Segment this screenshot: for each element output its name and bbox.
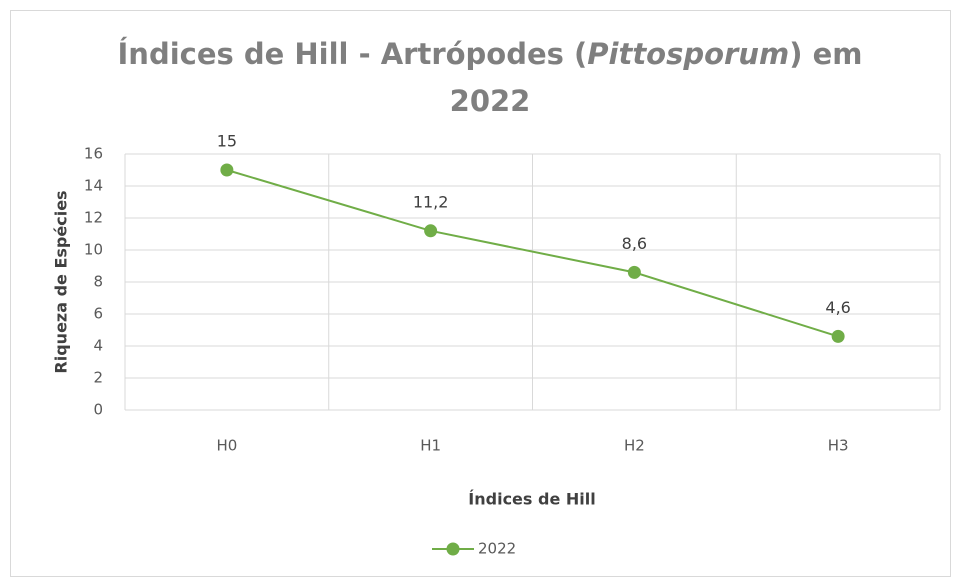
y-tick-label: 4	[93, 337, 103, 355]
data-label: 8,6	[622, 234, 647, 253]
series-line	[226, 169, 839, 338]
y-tick-label: 8	[93, 273, 103, 291]
y-tick-label: 12	[84, 209, 103, 227]
y-tick-label: 2	[93, 369, 103, 387]
y-tick-label: 14	[84, 177, 103, 195]
data-label: 11,2	[413, 192, 449, 211]
point	[627, 265, 641, 279]
title-part: Índices de Hill - Artrópodes (	[118, 37, 588, 71]
chart-frame	[10, 10, 951, 577]
chart-title: Índices de Hill - Artrópodes (Pittosporu…	[118, 37, 863, 71]
x-tick-label: H0	[216, 437, 237, 455]
y-tick-label: 6	[93, 305, 103, 323]
x-tick-label: H3	[828, 437, 849, 455]
point	[831, 329, 845, 343]
chart-title: 2022	[450, 84, 531, 118]
legend-label: 2022	[478, 540, 516, 558]
legend-marker	[446, 542, 460, 556]
x-axis-label: Índices de Hill	[468, 490, 595, 509]
title-part: Pittosporum	[587, 37, 789, 71]
data-label: 15	[217, 132, 237, 151]
y-tick-label: 0	[93, 401, 103, 419]
y-tick-label: 16	[84, 145, 103, 163]
x-tick-label: H1	[420, 437, 441, 455]
y-axis-label: Riqueza de Espécies	[52, 190, 71, 373]
data-label: 4,6	[825, 298, 850, 317]
point	[220, 163, 234, 177]
x-tick-label: H2	[624, 437, 645, 455]
y-tick-label: 10	[84, 241, 103, 259]
point	[424, 224, 438, 238]
title-part: ) em	[789, 37, 862, 71]
